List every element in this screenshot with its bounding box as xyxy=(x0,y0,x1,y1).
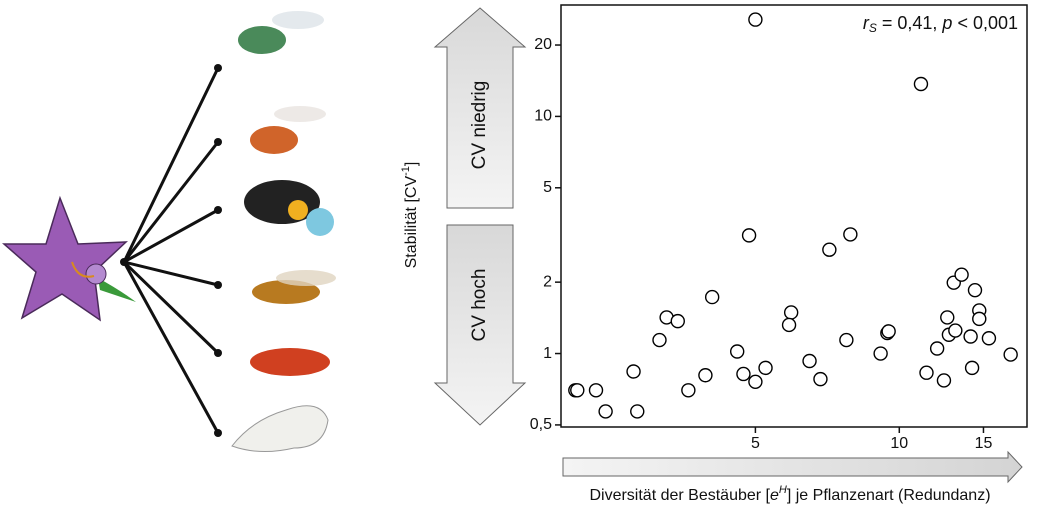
annotation: rS = 0,41, p < 0,001 xyxy=(863,13,1018,35)
point xyxy=(802,353,817,369)
point xyxy=(670,313,685,329)
point xyxy=(839,332,854,348)
point xyxy=(940,310,955,325)
plot-frame xyxy=(560,4,1028,428)
point xyxy=(783,305,799,320)
x-tick-label: 15 xyxy=(975,435,993,452)
point xyxy=(1003,347,1018,362)
point xyxy=(704,289,720,305)
point xyxy=(981,331,997,346)
point xyxy=(630,404,645,419)
y-tick-label: 2 xyxy=(543,273,552,290)
point xyxy=(698,368,713,383)
point xyxy=(748,12,763,27)
point xyxy=(736,366,751,382)
x-tick-label: 5 xyxy=(751,435,760,452)
point xyxy=(598,404,613,419)
y-tick-label: 10 xyxy=(534,108,552,125)
point xyxy=(963,329,978,344)
point xyxy=(822,242,837,257)
point xyxy=(588,383,604,398)
point xyxy=(748,374,763,389)
point xyxy=(843,227,858,242)
arrow-label: CV hoch xyxy=(469,269,490,342)
arrow-down xyxy=(433,224,527,426)
x-axis-label: Diversität der Bestäuber [eH] je Pflanze… xyxy=(589,484,990,504)
point xyxy=(919,365,934,380)
arrow-label: CV niedrig xyxy=(469,81,490,170)
point xyxy=(570,383,585,398)
point xyxy=(652,332,667,348)
point xyxy=(954,267,969,282)
point xyxy=(729,344,745,359)
y-tick-label: 0,5 xyxy=(530,416,552,433)
point xyxy=(626,364,641,379)
point xyxy=(913,76,929,92)
point xyxy=(781,317,797,333)
arrow-right xyxy=(562,450,1023,484)
point xyxy=(681,383,696,398)
point xyxy=(936,373,952,388)
y-tick-label: 20 xyxy=(534,36,552,53)
point xyxy=(881,324,896,339)
point xyxy=(948,323,963,338)
x-tick-label: 10 xyxy=(890,435,908,452)
point xyxy=(964,360,980,376)
point xyxy=(758,360,773,376)
point xyxy=(967,282,983,298)
point xyxy=(813,371,828,387)
point xyxy=(972,311,987,327)
y-tick-label: 5 xyxy=(543,179,552,196)
illustration xyxy=(2,11,336,452)
y-axis-label: Stabilität [CV-1] xyxy=(400,162,420,269)
point xyxy=(873,346,888,361)
arrow-up xyxy=(433,7,527,209)
point xyxy=(741,228,757,243)
y-tick-label: 1 xyxy=(543,345,552,362)
point xyxy=(929,341,945,356)
